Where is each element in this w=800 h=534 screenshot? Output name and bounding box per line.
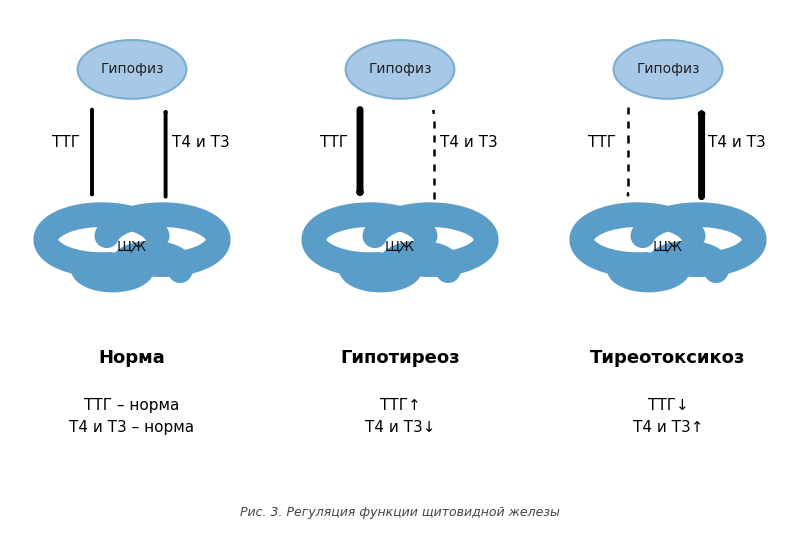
Ellipse shape [346, 40, 454, 99]
Text: Гипофиз: Гипофиз [636, 62, 700, 76]
Text: Гипофиз: Гипофиз [100, 62, 164, 76]
Text: Т4 и Т3: Т4 и Т3 [708, 135, 766, 150]
Text: Норма: Норма [98, 349, 166, 367]
Text: ТТГ↓
Т4 и Т3↑: ТТГ↓ Т4 и Т3↑ [633, 398, 703, 435]
Text: ТТГ – норма
Т4 и Т3 – норма: ТТГ – норма Т4 и Т3 – норма [70, 398, 194, 435]
Text: Тиреотоксикоз: Тиреотоксикоз [590, 349, 746, 367]
Ellipse shape [614, 40, 722, 99]
Text: ТТГ: ТТГ [588, 135, 616, 150]
Ellipse shape [78, 40, 186, 99]
Text: Гипотиреоз: Гипотиреоз [340, 349, 460, 367]
Text: ЩЖ: ЩЖ [117, 239, 147, 253]
Text: Рис. 3. Регуляция функции щитовидной железы: Рис. 3. Регуляция функции щитовидной жел… [240, 506, 560, 519]
Text: ТТГ: ТТГ [320, 135, 348, 150]
Text: ТТГ: ТТГ [52, 135, 80, 150]
Text: ЩЖ: ЩЖ [653, 239, 683, 253]
Text: Т4 и Т3: Т4 и Т3 [440, 135, 498, 150]
Text: ТТГ↑
Т4 и Т3↓: ТТГ↑ Т4 и Т3↓ [365, 398, 435, 435]
Text: ЩЖ: ЩЖ [385, 239, 415, 253]
Text: Гипофиз: Гипофиз [368, 62, 432, 76]
Text: Т4 и Т3: Т4 и Т3 [172, 135, 230, 150]
